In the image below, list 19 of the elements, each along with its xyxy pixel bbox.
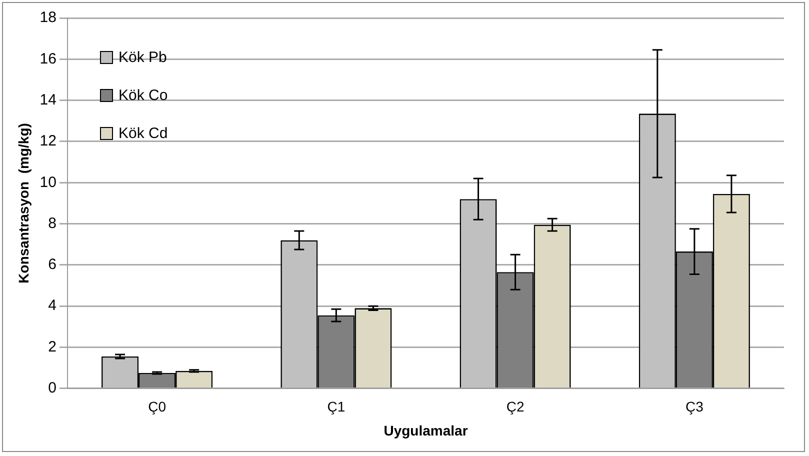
y-tick-label: 18: [40, 9, 56, 26]
y-tick-label: 16: [40, 50, 56, 68]
x-tick-label: Ç1: [327, 398, 346, 415]
x-tick-label: Ç3: [685, 398, 704, 415]
legend-label: Kök Pb: [118, 48, 167, 66]
y-tick-label: 14: [40, 91, 56, 108]
x-tick-label: Ç2: [506, 398, 524, 415]
y-tick-label: 8: [48, 214, 56, 232]
y-axis-title: Konsantrasyon (mg/kg): [15, 123, 32, 284]
y-tick-label: 6: [48, 256, 56, 274]
y-tick-label: 2: [48, 338, 56, 356]
y-tick-label: 12: [40, 132, 56, 150]
y-tick-label: 10: [40, 174, 56, 191]
x-axis-title: Uygulamalar: [384, 422, 468, 438]
legend-label: Kök Cd: [118, 124, 168, 142]
x-tick-label: Ç0: [148, 398, 166, 415]
y-tick-label: 0: [48, 380, 56, 397]
legend-label: Kök Co: [118, 86, 168, 104]
y-tick-label: 4: [48, 297, 56, 314]
